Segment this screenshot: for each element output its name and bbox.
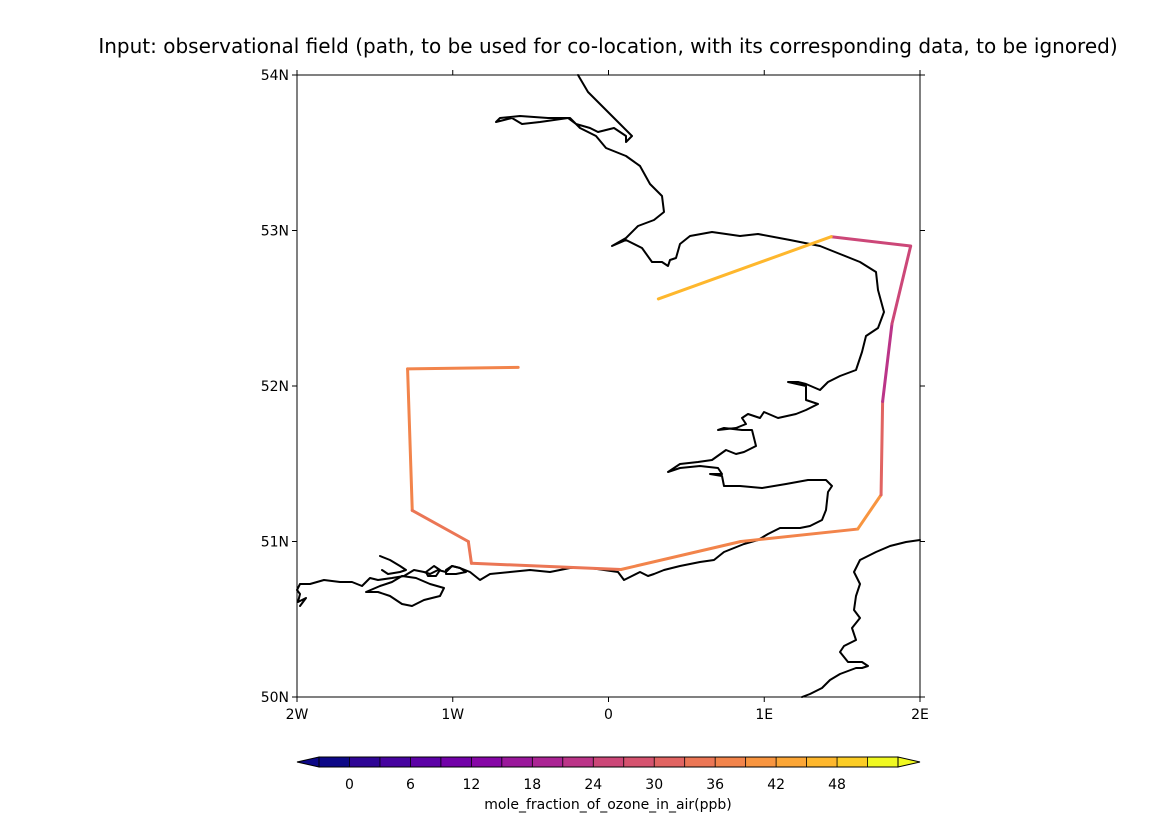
track-segment xyxy=(829,235,913,248)
coastline-south-coast xyxy=(296,565,591,607)
colorbar-swatch xyxy=(623,757,655,767)
colorbar-swatch xyxy=(867,757,899,767)
lat-tick-label: 54N xyxy=(261,68,289,84)
coastline-solent xyxy=(379,555,407,575)
lon-tick-label: 2E xyxy=(911,707,929,723)
colorbar-swatch xyxy=(532,757,564,767)
coastline xyxy=(296,74,921,698)
colorbar-tick-label: 30 xyxy=(645,777,663,793)
axis-ticks: 2W 1W 0 1E 2E 50N 51N 52N 53N 54N xyxy=(261,68,929,723)
colorbar-extend-low xyxy=(296,756,320,768)
track-segment xyxy=(619,540,743,571)
map-background xyxy=(297,75,920,697)
colorbar-tick-label: 6 xyxy=(406,777,415,793)
track-segment xyxy=(469,561,623,571)
colorbar-swatch xyxy=(806,757,838,767)
lon-tick-label: 2W xyxy=(286,707,309,723)
track-segment xyxy=(881,322,894,404)
lat-tick-label: 52N xyxy=(261,379,289,395)
track-segment xyxy=(739,527,860,543)
track-segment xyxy=(410,508,470,543)
track-segment xyxy=(466,540,473,565)
colorbar-tick-label: 36 xyxy=(706,777,724,793)
colorbar-swatch xyxy=(654,757,686,767)
lat-tick-label: 50N xyxy=(261,690,289,706)
colorbar-tick-label: 24 xyxy=(584,777,602,793)
colorbar-swatch xyxy=(410,757,442,767)
track-segment xyxy=(406,365,520,371)
lon-tick-label: 1E xyxy=(755,707,773,723)
colorbar-tick-label: 48 xyxy=(828,777,846,793)
coastline-harbours xyxy=(425,565,467,577)
flight-track xyxy=(406,235,913,571)
coastline-east-anglia xyxy=(495,74,885,581)
colorbar-swatch xyxy=(684,757,716,767)
colorbar-tick-label: 0 xyxy=(345,777,354,793)
track-segment xyxy=(856,493,883,531)
colorbar-swatch xyxy=(319,757,350,767)
colorbar-tick-label: 12 xyxy=(462,777,480,793)
lon-tick-label: 1W xyxy=(441,707,464,723)
track-segment xyxy=(890,244,913,326)
lat-tick-label: 53N xyxy=(261,224,289,240)
track-segment xyxy=(879,400,885,497)
colorbar-label: mole_fraction_of_ozone_in_air(ppb) xyxy=(484,797,732,813)
colorbar: 0 6 12 18 24 30 36 42 48 xyxy=(296,756,921,793)
colorbar-swatch xyxy=(501,757,533,767)
track-segment xyxy=(656,235,833,301)
lat-tick-label: 51N xyxy=(261,535,289,551)
coastline-france xyxy=(801,539,921,698)
colorbar-extend-high xyxy=(897,756,921,768)
colorbar-swatch xyxy=(562,757,594,767)
colorbar-tick-label: 18 xyxy=(523,777,541,793)
colorbar-swatch xyxy=(349,757,381,767)
colorbar-swatch xyxy=(471,757,503,767)
map-title: Input: observational field (path, to be … xyxy=(98,34,1118,58)
colorbar-swatch xyxy=(776,757,808,767)
lon-tick-label: 0 xyxy=(604,707,613,723)
colorbar-swatch xyxy=(379,757,411,767)
colorbar-swatch xyxy=(715,757,747,767)
colorbar-swatch xyxy=(837,757,869,767)
colorbar-swatch xyxy=(593,757,625,767)
colorbar-swatch xyxy=(745,757,777,767)
coastline-isle-of-wight xyxy=(365,575,445,607)
colorbar-outline xyxy=(318,756,899,768)
colorbar-tick-label: 42 xyxy=(767,777,785,793)
colorbar-swatch xyxy=(440,757,472,767)
track-segment xyxy=(406,367,414,512)
